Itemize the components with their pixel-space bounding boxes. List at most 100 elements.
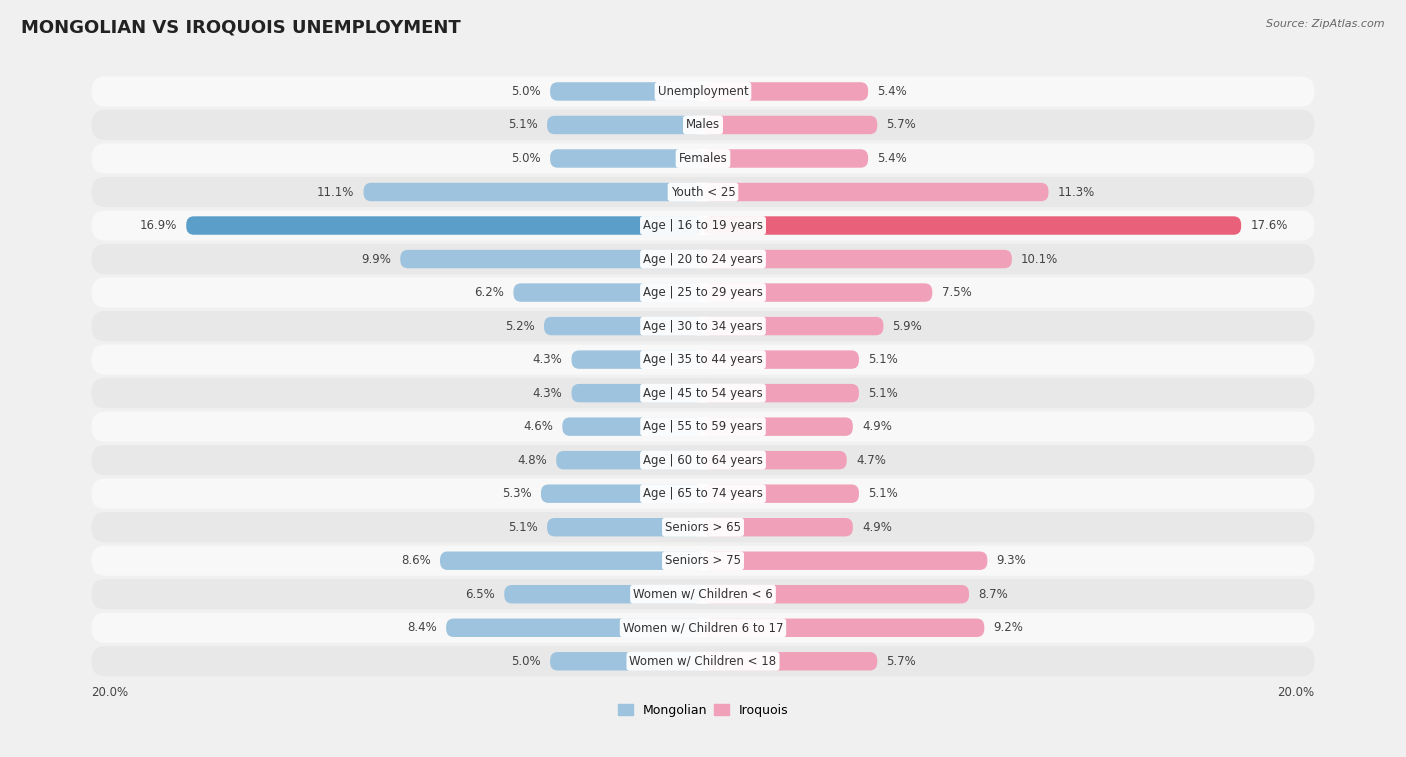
FancyBboxPatch shape (91, 378, 1315, 408)
FancyBboxPatch shape (550, 652, 703, 671)
Text: Unemployment: Unemployment (658, 85, 748, 98)
Text: 8.4%: 8.4% (408, 621, 437, 634)
FancyBboxPatch shape (571, 350, 703, 369)
FancyBboxPatch shape (91, 445, 1315, 475)
Text: 11.1%: 11.1% (316, 185, 354, 198)
Text: Age | 65 to 74 years: Age | 65 to 74 years (643, 488, 763, 500)
FancyBboxPatch shape (505, 585, 703, 603)
Text: Age | 25 to 29 years: Age | 25 to 29 years (643, 286, 763, 299)
FancyBboxPatch shape (91, 76, 1315, 107)
FancyBboxPatch shape (571, 384, 703, 402)
Text: Women w/ Children < 6: Women w/ Children < 6 (633, 587, 773, 601)
Text: Age | 45 to 54 years: Age | 45 to 54 years (643, 387, 763, 400)
Text: 6.5%: 6.5% (465, 587, 495, 601)
FancyBboxPatch shape (547, 116, 703, 134)
FancyBboxPatch shape (703, 451, 846, 469)
Text: Age | 16 to 19 years: Age | 16 to 19 years (643, 219, 763, 232)
Text: 16.9%: 16.9% (139, 219, 177, 232)
FancyBboxPatch shape (703, 417, 853, 436)
FancyBboxPatch shape (703, 83, 868, 101)
Text: 5.0%: 5.0% (512, 655, 541, 668)
FancyBboxPatch shape (550, 83, 703, 101)
FancyBboxPatch shape (703, 618, 984, 637)
FancyBboxPatch shape (91, 177, 1315, 207)
FancyBboxPatch shape (703, 384, 859, 402)
Text: 9.9%: 9.9% (361, 253, 391, 266)
FancyBboxPatch shape (703, 149, 868, 168)
FancyBboxPatch shape (703, 350, 859, 369)
Text: Males: Males (686, 119, 720, 132)
FancyBboxPatch shape (513, 283, 703, 302)
Text: 5.0%: 5.0% (512, 152, 541, 165)
Text: 8.7%: 8.7% (979, 587, 1008, 601)
Text: 5.7%: 5.7% (886, 655, 917, 668)
Text: 5.2%: 5.2% (505, 319, 534, 332)
FancyBboxPatch shape (703, 484, 859, 503)
FancyBboxPatch shape (401, 250, 703, 268)
FancyBboxPatch shape (703, 116, 877, 134)
FancyBboxPatch shape (91, 612, 1315, 643)
Text: Source: ZipAtlas.com: Source: ZipAtlas.com (1267, 19, 1385, 29)
Legend: Mongolian, Iroquois: Mongolian, Iroquois (613, 699, 793, 721)
Text: Youth < 25: Youth < 25 (671, 185, 735, 198)
Text: Women w/ Children 6 to 17: Women w/ Children 6 to 17 (623, 621, 783, 634)
Text: 4.8%: 4.8% (517, 453, 547, 466)
FancyBboxPatch shape (91, 110, 1315, 140)
FancyBboxPatch shape (91, 478, 1315, 509)
Text: MONGOLIAN VS IROQUOIS UNEMPLOYMENT: MONGOLIAN VS IROQUOIS UNEMPLOYMENT (21, 19, 461, 37)
FancyBboxPatch shape (364, 182, 703, 201)
Text: Age | 60 to 64 years: Age | 60 to 64 years (643, 453, 763, 466)
FancyBboxPatch shape (547, 518, 703, 537)
FancyBboxPatch shape (91, 143, 1315, 173)
FancyBboxPatch shape (703, 585, 969, 603)
Text: 4.9%: 4.9% (862, 521, 891, 534)
FancyBboxPatch shape (703, 217, 1241, 235)
FancyBboxPatch shape (703, 317, 883, 335)
Text: 8.6%: 8.6% (401, 554, 430, 567)
Text: 5.7%: 5.7% (886, 119, 917, 132)
Text: Seniors > 75: Seniors > 75 (665, 554, 741, 567)
Text: 5.9%: 5.9% (893, 319, 922, 332)
FancyBboxPatch shape (541, 484, 703, 503)
FancyBboxPatch shape (703, 182, 1049, 201)
FancyBboxPatch shape (440, 552, 703, 570)
Text: Age | 20 to 24 years: Age | 20 to 24 years (643, 253, 763, 266)
Text: 9.2%: 9.2% (994, 621, 1024, 634)
Text: 4.9%: 4.9% (862, 420, 891, 433)
FancyBboxPatch shape (562, 417, 703, 436)
Text: Age | 55 to 59 years: Age | 55 to 59 years (643, 420, 763, 433)
Text: 20.0%: 20.0% (1278, 687, 1315, 699)
Text: 10.1%: 10.1% (1021, 253, 1059, 266)
Text: 4.3%: 4.3% (533, 387, 562, 400)
Text: 5.3%: 5.3% (502, 488, 531, 500)
FancyBboxPatch shape (703, 283, 932, 302)
FancyBboxPatch shape (446, 618, 703, 637)
FancyBboxPatch shape (703, 652, 877, 671)
FancyBboxPatch shape (91, 579, 1315, 609)
FancyBboxPatch shape (550, 149, 703, 168)
FancyBboxPatch shape (91, 512, 1315, 542)
Text: 4.7%: 4.7% (856, 453, 886, 466)
FancyBboxPatch shape (91, 278, 1315, 307)
Text: 6.2%: 6.2% (474, 286, 505, 299)
Text: 4.3%: 4.3% (533, 353, 562, 366)
Text: 5.0%: 5.0% (512, 85, 541, 98)
Text: 5.1%: 5.1% (868, 387, 898, 400)
FancyBboxPatch shape (186, 217, 703, 235)
FancyBboxPatch shape (91, 546, 1315, 576)
Text: 17.6%: 17.6% (1250, 219, 1288, 232)
FancyBboxPatch shape (91, 646, 1315, 676)
Text: 5.4%: 5.4% (877, 152, 907, 165)
Text: Age | 30 to 34 years: Age | 30 to 34 years (643, 319, 763, 332)
Text: 7.5%: 7.5% (942, 286, 972, 299)
Text: Seniors > 65: Seniors > 65 (665, 521, 741, 534)
Text: 4.6%: 4.6% (523, 420, 553, 433)
FancyBboxPatch shape (557, 451, 703, 469)
Text: 5.1%: 5.1% (508, 521, 538, 534)
Text: Age | 35 to 44 years: Age | 35 to 44 years (643, 353, 763, 366)
FancyBboxPatch shape (91, 344, 1315, 375)
Text: 5.4%: 5.4% (877, 85, 907, 98)
Text: Women w/ Children < 18: Women w/ Children < 18 (630, 655, 776, 668)
Text: 9.3%: 9.3% (997, 554, 1026, 567)
FancyBboxPatch shape (703, 552, 987, 570)
